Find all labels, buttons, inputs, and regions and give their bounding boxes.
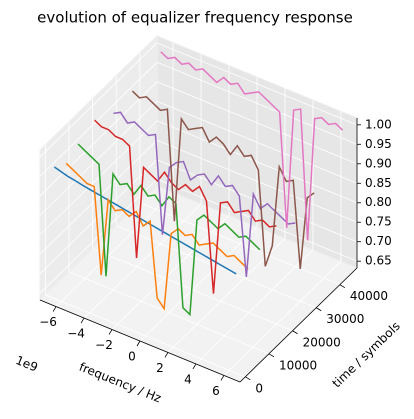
grid-line — [92, 248, 293, 332]
z-tick-label: 0.65 — [365, 254, 392, 268]
tick-mark — [164, 352, 169, 358]
x-tick-label: −4 — [67, 327, 85, 341]
x-tick-label: −2 — [95, 338, 113, 352]
grid-line — [156, 42, 358, 126]
grid-line — [139, 226, 258, 342]
tick-mark — [316, 307, 322, 312]
x-axis-line — [39, 299, 241, 383]
grid-line — [139, 202, 341, 286]
tick-mark — [192, 363, 197, 370]
tick-mark — [220, 375, 225, 381]
y-axis-label: time / symbols — [330, 319, 403, 390]
grid-line — [39, 159, 158, 274]
x-offset-label: 1e9 — [14, 353, 40, 374]
tick-mark — [108, 329, 113, 335]
grid-line — [55, 192, 174, 307]
y-tick-label: 40000 — [350, 289, 388, 303]
y-tick-label: 20000 — [303, 335, 341, 349]
tick-mark — [80, 317, 85, 324]
grid-line — [39, 42, 158, 158]
tick-mark — [292, 330, 298, 335]
x-tick-label: 4 — [184, 372, 192, 386]
series-line — [94, 119, 277, 294]
y-tick-label: 30000 — [326, 312, 364, 326]
grid-line — [223, 261, 342, 376]
grid-line — [156, 100, 358, 184]
y-tick-label: 10000 — [279, 358, 317, 372]
tick-mark — [52, 306, 57, 312]
grid-line — [39, 100, 158, 216]
grid-line — [83, 203, 202, 319]
z-tick-label: 0.90 — [365, 156, 392, 170]
grid-line — [167, 238, 286, 353]
x-tick-label: 0 — [128, 350, 136, 364]
grid-line — [45, 294, 246, 378]
series-line — [160, 51, 344, 241]
y-tick-label: 0 — [255, 381, 263, 395]
z-tick-label: 0.70 — [365, 234, 392, 248]
x-tick-label: 2 — [156, 361, 164, 375]
series-line — [53, 166, 237, 275]
tick-mark — [339, 284, 346, 289]
grid-line — [39, 120, 158, 236]
x-tick-label: 6 — [212, 384, 220, 398]
grid-line — [156, 139, 358, 223]
x-tick-label: −6 — [39, 315, 57, 329]
grid-line — [68, 271, 270, 355]
grid-line — [156, 81, 358, 165]
grid-line — [156, 120, 358, 204]
z-tick-label: 0.95 — [365, 137, 392, 151]
chart-title: evolution of equalizer frequency respons… — [37, 9, 353, 27]
series-line — [77, 143, 261, 317]
z-tick-label: 0.75 — [365, 215, 392, 229]
series-line — [113, 111, 296, 278]
x-axis-label: frequency / Hz — [77, 360, 163, 406]
z-tick-label: 1.00 — [365, 117, 392, 131]
z-tick-label: 0.85 — [365, 176, 392, 190]
grid-line — [39, 139, 158, 255]
tick-mark — [136, 340, 141, 347]
tick-mark — [245, 376, 251, 381]
grid-line — [39, 81, 158, 197]
grid-line — [156, 61, 358, 145]
grid-line — [39, 62, 158, 177]
grid-line — [195, 249, 314, 365]
z-tick-label: 0.80 — [365, 195, 392, 209]
y-axis-line — [239, 267, 358, 383]
tick-mark — [268, 353, 275, 358]
